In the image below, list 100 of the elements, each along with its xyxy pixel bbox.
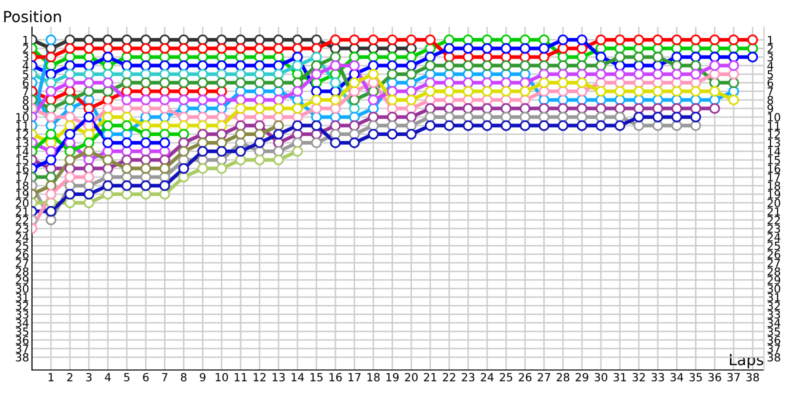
point <box>140 128 152 140</box>
point <box>140 180 152 191</box>
point <box>64 154 76 166</box>
point <box>671 112 682 122</box>
point <box>273 34 284 46</box>
point <box>140 94 152 106</box>
point <box>159 180 170 191</box>
y2-tick-label: 24 <box>768 233 780 242</box>
point <box>216 94 227 106</box>
point <box>235 94 246 106</box>
point <box>102 43 114 54</box>
point <box>216 137 227 148</box>
point <box>406 68 417 80</box>
point <box>520 103 530 114</box>
point <box>671 86 682 97</box>
point <box>121 68 132 80</box>
point <box>140 77 152 88</box>
point <box>121 137 132 148</box>
point <box>538 103 550 114</box>
point <box>349 86 360 97</box>
point <box>46 68 56 80</box>
point <box>633 86 644 97</box>
x-tick-label: 26 <box>518 372 532 382</box>
point <box>349 77 360 88</box>
y2-tick-label: 1 <box>768 36 773 44</box>
point <box>311 120 322 131</box>
point <box>273 77 284 88</box>
y2-tick-label: 35 <box>768 327 780 336</box>
point <box>197 137 208 148</box>
point <box>84 34 94 46</box>
x-tick-label: 20 <box>405 372 418 382</box>
point <box>558 77 568 88</box>
point <box>386 94 398 106</box>
point <box>64 94 76 106</box>
y2-tick-label: 12 <box>768 130 780 138</box>
x-tick-label: 18 <box>368 372 380 382</box>
point <box>216 163 227 174</box>
point <box>235 68 246 80</box>
point <box>216 128 227 140</box>
point <box>633 112 644 122</box>
point <box>424 112 436 122</box>
point <box>121 60 132 71</box>
point <box>538 34 550 46</box>
point <box>102 86 114 97</box>
point <box>273 128 284 140</box>
point <box>292 120 303 131</box>
y-tick-label: 12 <box>16 130 28 138</box>
x-tick-label: 24 <box>480 372 494 382</box>
y-tick-label: 2 <box>22 44 28 53</box>
y2-tick-label: 37 <box>768 344 780 353</box>
point <box>216 120 227 131</box>
point <box>747 52 758 62</box>
point <box>121 77 132 88</box>
point <box>349 60 360 71</box>
point <box>576 112 588 122</box>
x-tick-label: 6 <box>143 372 149 382</box>
point <box>254 128 265 140</box>
point <box>159 163 170 174</box>
point <box>728 52 740 62</box>
point <box>235 120 246 131</box>
point <box>558 60 568 71</box>
point <box>406 34 417 46</box>
x-tick-label: 34 <box>670 372 684 382</box>
point <box>424 103 436 114</box>
point <box>292 86 303 97</box>
point <box>538 60 550 71</box>
point <box>235 146 246 157</box>
point <box>46 77 56 88</box>
point <box>709 34 720 46</box>
point <box>520 43 530 54</box>
point <box>652 52 664 62</box>
point <box>216 43 227 54</box>
point <box>520 86 530 97</box>
point <box>614 103 626 114</box>
y2-tick-label: 6 <box>768 78 774 88</box>
point <box>178 68 190 80</box>
point <box>254 120 265 131</box>
point <box>64 112 76 122</box>
point <box>671 120 682 131</box>
point <box>709 52 720 62</box>
point <box>84 60 94 71</box>
point <box>386 68 398 80</box>
point <box>444 60 455 71</box>
point <box>652 103 664 114</box>
point <box>121 163 132 174</box>
point <box>140 68 152 80</box>
point <box>596 68 606 80</box>
point <box>254 103 265 114</box>
point <box>64 172 76 182</box>
point <box>140 34 152 46</box>
y2-tick-label: 17 <box>768 173 780 182</box>
point <box>84 68 94 80</box>
point <box>538 86 550 97</box>
point <box>633 68 644 80</box>
point <box>444 77 455 88</box>
point <box>178 77 190 88</box>
point <box>46 112 56 122</box>
point <box>254 77 265 88</box>
point <box>520 60 530 71</box>
point <box>482 103 492 114</box>
